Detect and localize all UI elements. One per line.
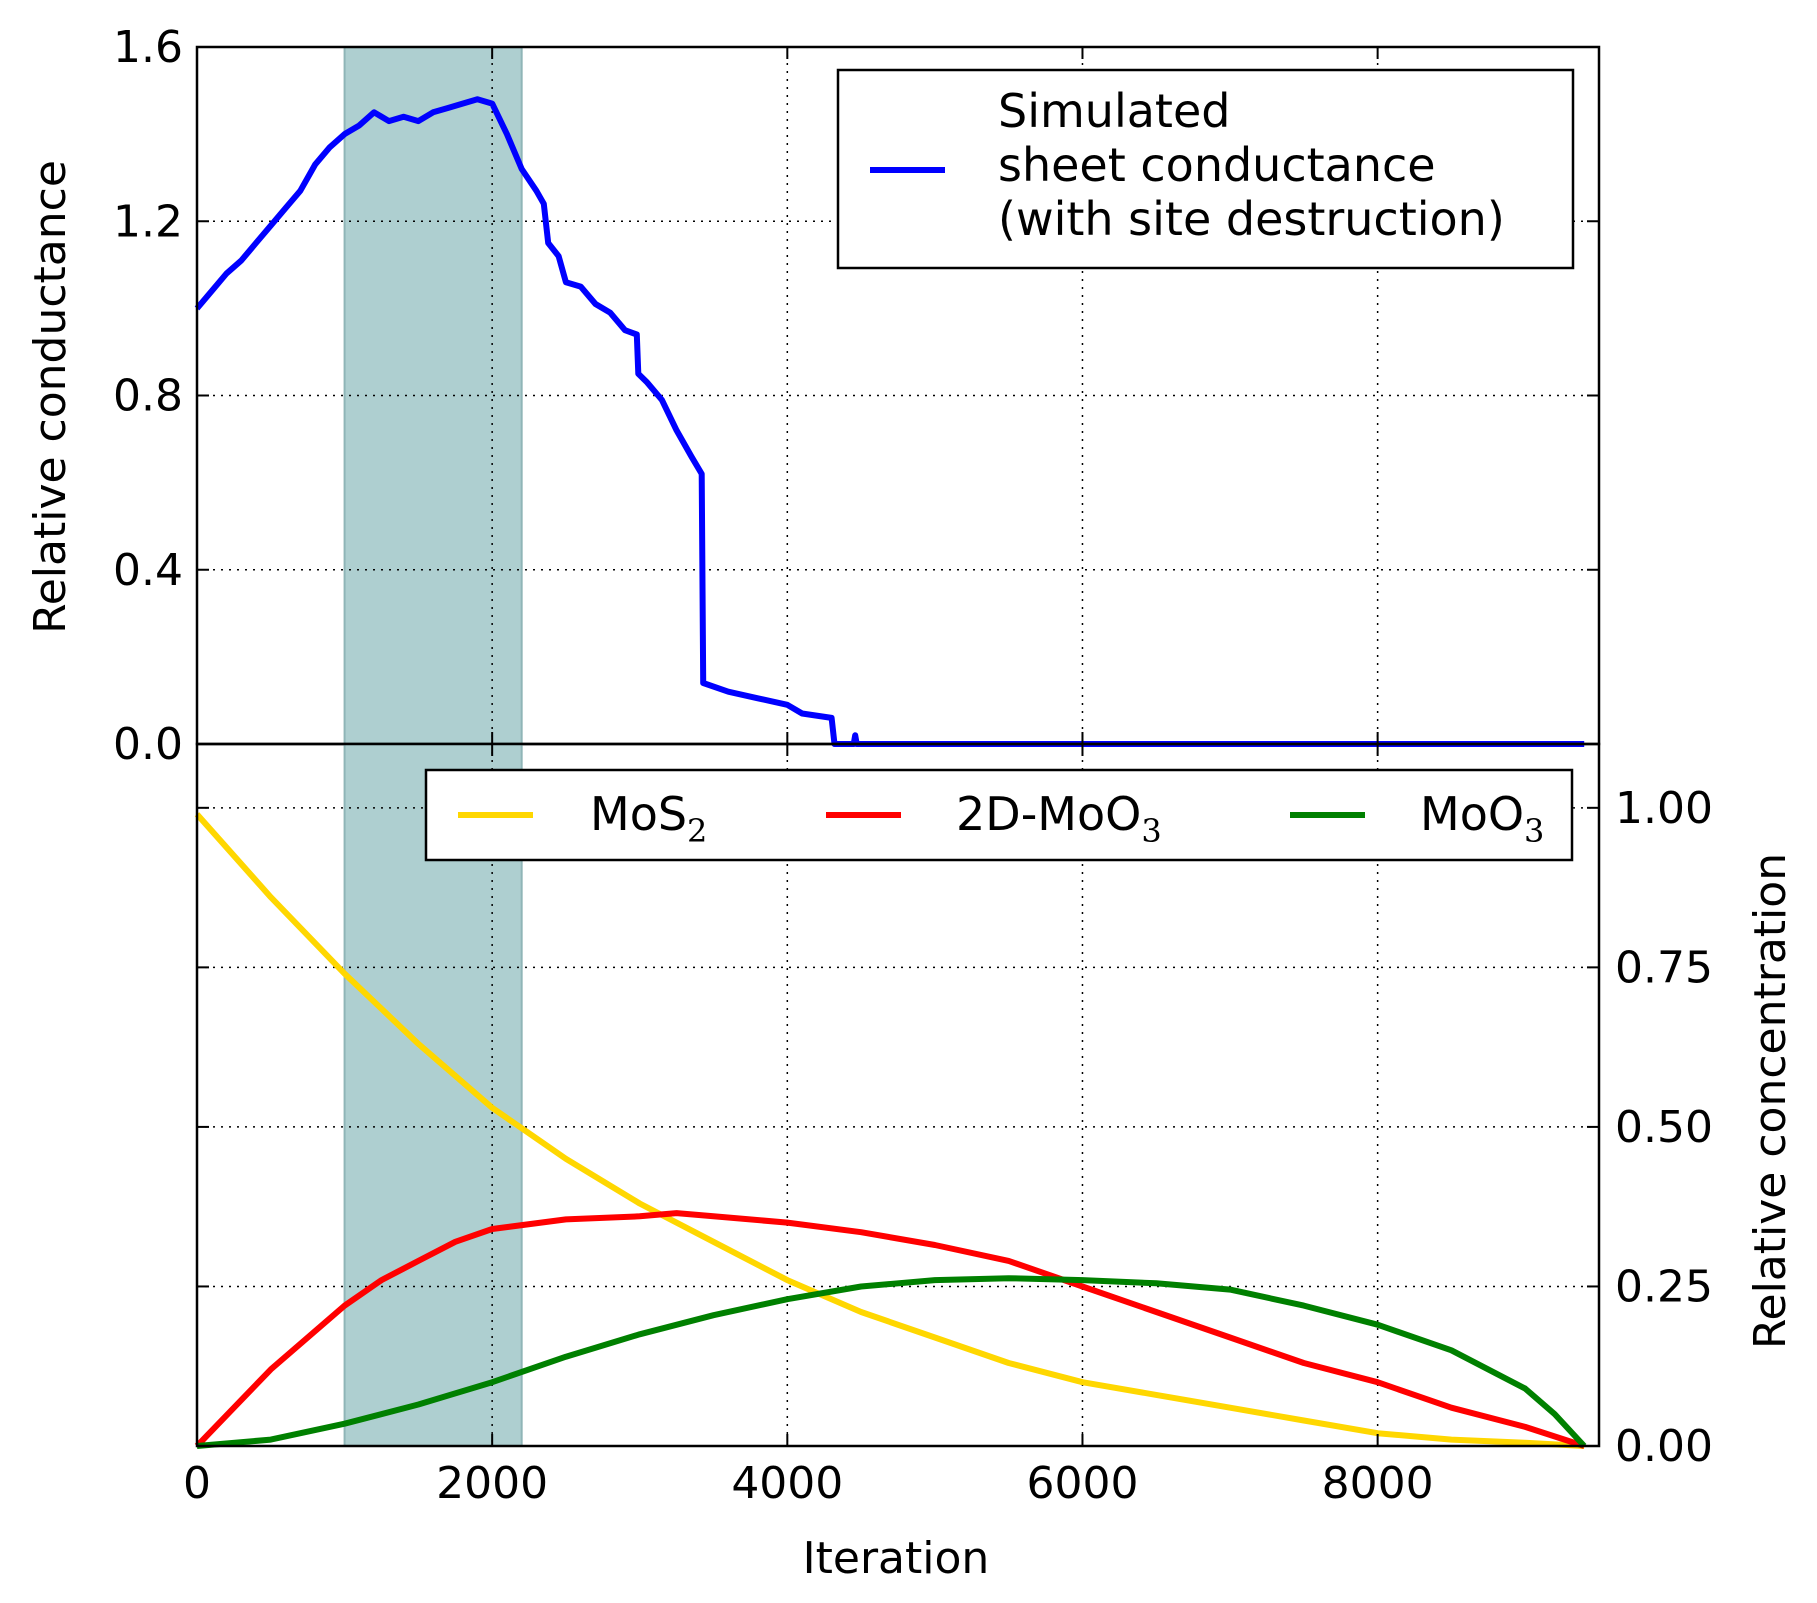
- legend-label-line: Simulated: [998, 84, 1230, 138]
- x-tick-label: 4000: [731, 1458, 843, 1509]
- plot-frame: [195, 742, 1601, 1448]
- legend-label-line: sheet conductance: [998, 138, 1436, 192]
- x-tick-label: 2000: [436, 1458, 548, 1509]
- legend-bottom: MoS2 2D-MoO3 MoO3: [424, 768, 1574, 862]
- y-tick-label: 0.0: [113, 719, 183, 770]
- legend-label: MoS2: [590, 787, 707, 850]
- y-tick-label: 0.00: [1615, 1421, 1713, 1472]
- series-line-2d-moo3: [194, 1210, 1586, 1449]
- bottom-panel: 0.00 0.25 0.50 0.75 1.00 0 2000 4000 6000 8000 MoS…: [183, 742, 1713, 1509]
- y-tick-label: 0.50: [1615, 1102, 1713, 1153]
- legend-label-line: (with site destruction): [998, 192, 1505, 246]
- x-tick-label: 6000: [1026, 1458, 1138, 1509]
- x-tick-label: 0: [183, 1458, 211, 1509]
- y-tick-label: 1.6: [113, 22, 183, 73]
- legend-label: MoO3: [1420, 787, 1544, 850]
- x-axis-label: Iteration: [803, 1533, 990, 1584]
- y-tick-label: 0.8: [113, 371, 183, 422]
- legend-box: [836, 68, 1575, 270]
- y-tick-label: 1.2: [113, 196, 183, 247]
- y-tick-label: 1.00: [1615, 783, 1713, 834]
- x-tick-label: 8000: [1322, 1458, 1434, 1509]
- y-tick-label: 0.75: [1615, 942, 1713, 993]
- bottom-y-axis-label: Relative concentration: [1745, 853, 1796, 1349]
- series-line-moo3: [196, 1275, 1587, 1449]
- y-tick-label: 0.4: [113, 545, 183, 596]
- legend-box: [424, 768, 1574, 862]
- shaded-region: [343, 46, 523, 745]
- y-tick-label: 0.25: [1615, 1261, 1713, 1312]
- top-y-axis-label: Relative conductance: [25, 160, 76, 634]
- series-line-mos2: [194, 812, 1585, 1449]
- legend-label: 2D-MoO3: [956, 787, 1162, 850]
- series-line-simulated-sheet-conductance-with-site-destruction-: [194, 96, 1585, 747]
